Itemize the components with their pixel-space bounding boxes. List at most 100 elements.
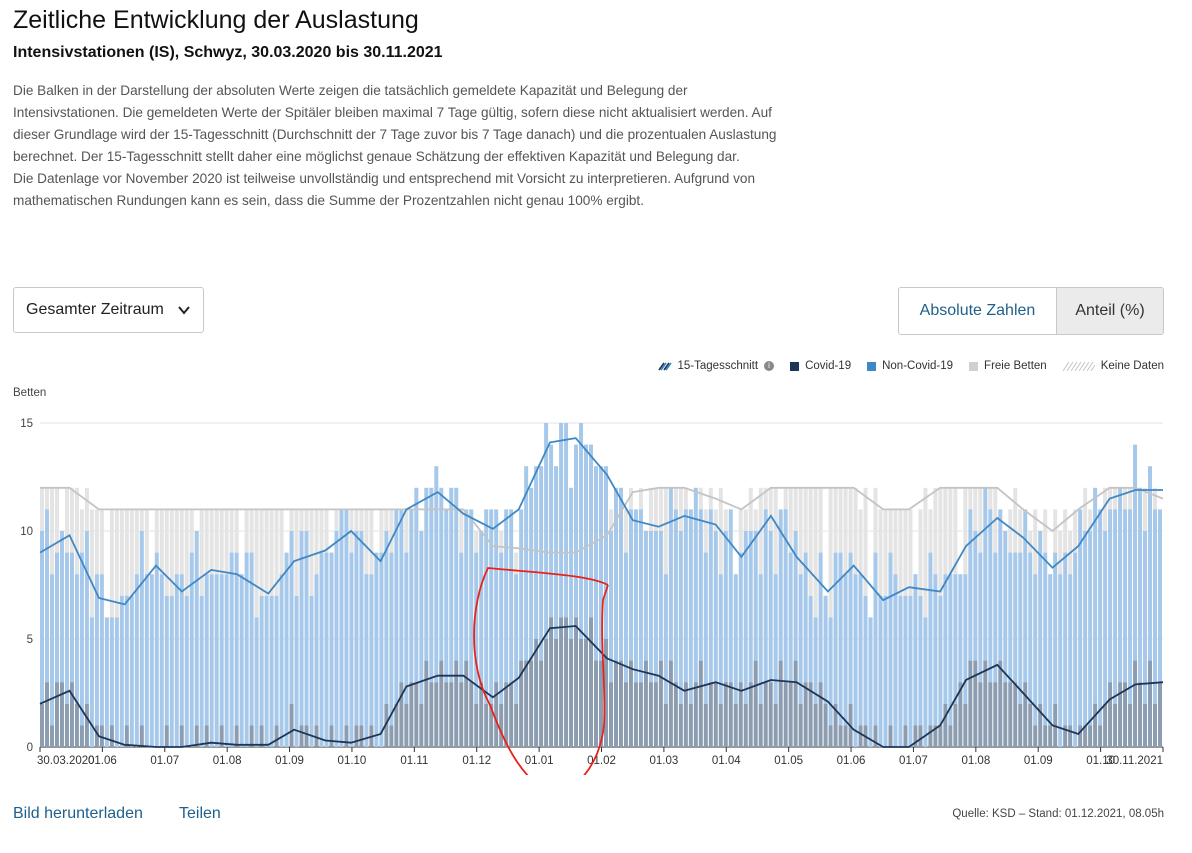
bar-covid (234, 725, 239, 747)
bar-covid (549, 617, 554, 747)
bar-covid (449, 682, 454, 747)
bar-covid (1138, 682, 1143, 747)
bar-noncovid (374, 552, 379, 747)
bar-covid (778, 660, 783, 747)
legend-label: Keine Daten (1100, 360, 1164, 372)
bar-noncovid (928, 552, 933, 726)
bar-noncovid (873, 552, 878, 726)
bar-covid (608, 682, 613, 747)
bar-covid (763, 682, 768, 747)
bar-noncovid (449, 487, 454, 683)
view-absolute-button[interactable]: Absolute Zahlen (899, 288, 1057, 334)
bar-noncovid (723, 531, 728, 683)
bar-covid (633, 682, 638, 747)
bar-free (144, 509, 149, 575)
legend-nodata[interactable]: Keine Daten (1062, 360, 1164, 372)
bar-free (853, 487, 858, 575)
legend-noncovid[interactable]: Non-Covid-19 (867, 360, 953, 372)
bar-covid (459, 682, 464, 747)
bar-free (968, 487, 973, 510)
legend-avg[interactable]: 15-Tagesschnitt i (657, 360, 775, 372)
bar-noncovid (953, 574, 958, 704)
bar-free (848, 487, 853, 553)
bar-noncovid (424, 487, 429, 661)
bar-free (109, 509, 114, 618)
bar-covid (489, 703, 494, 747)
download-image-link[interactable]: Bild herunterladen (13, 805, 143, 822)
bar-free (883, 509, 888, 596)
bar-free (708, 487, 713, 510)
bar-noncovid (44, 509, 49, 683)
view-share-button[interactable]: Anteil (%) (1057, 288, 1163, 334)
bar-noncovid (1038, 531, 1043, 704)
chart-legend: 15-Tagesschnitt i Covid-19 Non-Covid-19 … (657, 360, 1164, 372)
bar-covid (499, 703, 504, 747)
bar-covid (798, 703, 803, 747)
bar-free (334, 509, 339, 531)
bar-covid (843, 725, 848, 747)
bar-covid (289, 703, 294, 747)
description-paragraph: Die Balken in der Darstellung der absolu… (13, 83, 777, 164)
bar-noncovid (1018, 552, 1023, 704)
bar-noncovid (743, 531, 748, 704)
bar-noncovid (99, 574, 104, 726)
bar-noncovid (613, 487, 618, 661)
bar-noncovid (793, 531, 798, 661)
bar-free (813, 487, 818, 618)
bar-free (1013, 487, 1018, 553)
bar-covid (599, 660, 603, 747)
x-tick-label: 01.05 (774, 755, 803, 767)
bar-noncovid (179, 574, 184, 726)
bar-covid (484, 703, 489, 747)
bar-free (933, 487, 938, 575)
bar-covid (723, 682, 728, 747)
bar-covid (1028, 703, 1033, 747)
bar-noncovid (379, 552, 384, 747)
bar-noncovid (648, 531, 653, 683)
legend-label: 15-Tagesschnitt (677, 360, 759, 372)
bar-covid (603, 639, 608, 747)
bar-noncovid (489, 509, 494, 704)
bar-noncovid (134, 574, 139, 747)
view-toggle[interactable]: Absolute Zahlen Anteil (%) (898, 287, 1164, 335)
bar-covid (249, 725, 254, 747)
bar-noncovid (1073, 552, 1078, 747)
bar-noncovid (883, 595, 888, 747)
share-link[interactable]: Teilen (179, 805, 221, 822)
bar-noncovid (783, 509, 788, 683)
bar-covid (404, 703, 409, 747)
bar-free (698, 487, 703, 510)
bar-free (873, 487, 878, 553)
bar-covid (743, 703, 748, 747)
bar-noncovid (1143, 531, 1148, 704)
bar-noncovid (304, 531, 309, 726)
bar-covid (1008, 682, 1013, 747)
bar-covid (44, 682, 49, 747)
page-title: Zeitliche Entwicklung der Auslastung (13, 6, 419, 34)
bar-noncovid (334, 531, 339, 747)
bar-free (234, 509, 239, 553)
bar-free (1008, 509, 1013, 553)
bar-noncovid (319, 552, 324, 747)
legend-covid[interactable]: Covid-19 (790, 360, 851, 372)
bar-covid (748, 682, 753, 747)
period-select[interactable]: Gesamter Zeitraum (13, 287, 204, 333)
bar-noncovid (878, 595, 883, 747)
bar-covid (1043, 725, 1048, 747)
x-tick-label: 01.12 (462, 755, 491, 767)
bar-covid (469, 682, 474, 747)
bar-free (1058, 531, 1063, 575)
bar-noncovid (544, 423, 549, 639)
legend-free[interactable]: Freie Betten (969, 360, 1047, 372)
bar-covid (74, 703, 79, 747)
bar-free (154, 509, 159, 553)
bar-free (459, 509, 464, 553)
bar-free (179, 509, 184, 575)
chart-lines (39, 437, 1164, 748)
bar-covid (519, 660, 524, 747)
bar-noncovid (1158, 509, 1163, 683)
bar-covid (888, 725, 893, 747)
bar-covid (344, 725, 349, 747)
info-icon[interactable]: i (764, 361, 775, 371)
